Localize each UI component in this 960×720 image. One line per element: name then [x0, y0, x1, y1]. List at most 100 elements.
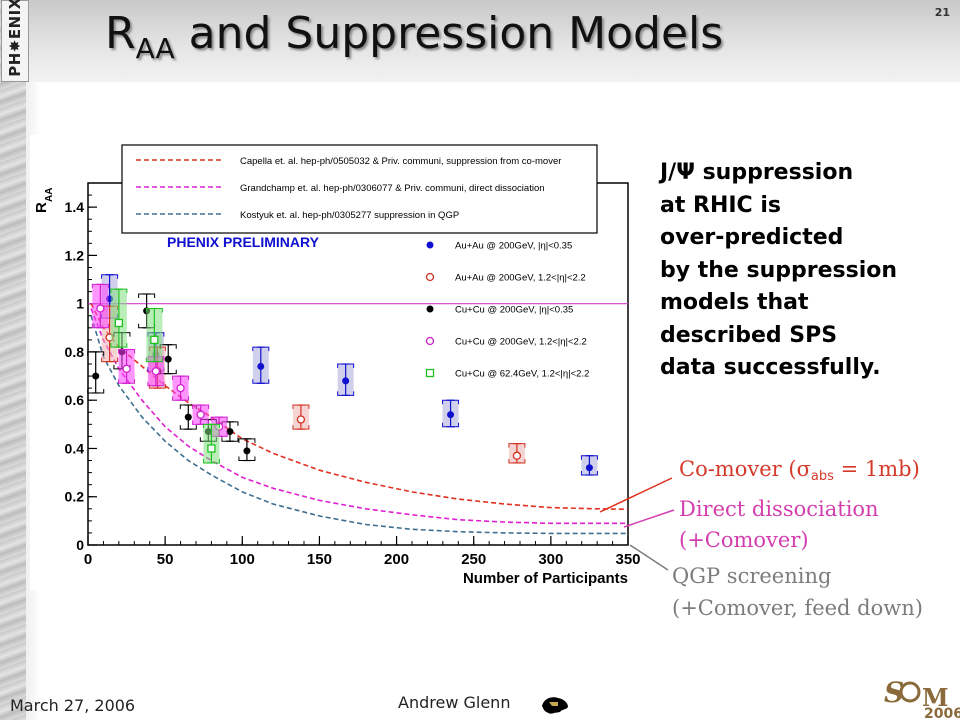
y-axis-label: R	[33, 202, 50, 213]
y-tick-label: 1	[76, 296, 84, 312]
x-tick-label: 250	[461, 551, 486, 568]
systematic-bracket	[87, 351, 105, 394]
conclusion-line: over-predicted	[660, 225, 844, 250]
left-decorative-stripe	[0, 0, 26, 720]
x-tick-label: 0	[84, 551, 92, 568]
conclusion-line: described SPS	[660, 322, 838, 348]
data-legend-marker	[425, 368, 435, 378]
data-point-cucu_fwd	[151, 367, 161, 376]
comover-prefix: Co-mover (	[679, 457, 797, 481]
systematic-bracket	[337, 363, 355, 396]
footer-author: Andrew Glenn	[398, 693, 511, 712]
x-tick-label: 100	[230, 551, 255, 568]
data-legend-marker	[425, 336, 435, 346]
y-tick-label: 1.2	[65, 247, 85, 263]
footer-date: March 27, 2006	[10, 696, 136, 715]
systematic-bracket	[292, 404, 310, 430]
svg-text:S: S	[884, 676, 904, 709]
data-point-cucu_mid	[243, 447, 251, 455]
chart-title: PHENIX PRELIMINARY	[167, 234, 320, 250]
data-point-auau_mid	[585, 464, 593, 472]
model-curve-grandchamp	[90, 308, 628, 525]
slide-header-bar	[0, 0, 960, 82]
data-legend-marker	[426, 241, 434, 249]
data-point-cucu_mid	[92, 372, 100, 380]
data-legend-text: Au+Au @ 200GeV, |η|<0.35	[455, 241, 572, 252]
data-point-auau_mid	[447, 411, 455, 419]
title-subscript: AA	[135, 32, 175, 65]
data-point-auau_mid	[257, 362, 265, 370]
comover-sigma-subscript: abs	[810, 469, 834, 484]
y-axis-label-subscript: AA	[44, 188, 55, 202]
data-point-auau_fwd	[296, 415, 306, 424]
systematic-bracket	[580, 455, 598, 476]
y-tick-label: 0.2	[65, 489, 85, 505]
data-legend-text: Cu+Cu @ 62.4GeV, 1.2<|η|<2.2	[455, 369, 589, 380]
data-point-cucu_fwd	[122, 364, 131, 373]
sqm-conference-logo-icon: S M 2006	[884, 676, 960, 720]
comover-suffix: = 1mb)	[833, 457, 920, 481]
systematic-bracket	[91, 283, 109, 329]
systematic-bracket	[238, 438, 256, 462]
data-point-cucu_fwd	[196, 410, 205, 419]
data-point-cucu62	[114, 318, 124, 328]
data-point-cucu_mid	[184, 413, 192, 421]
conclusion-line: models that	[660, 290, 809, 315]
conference-year: 2006	[924, 706, 960, 720]
systematic-bracket	[202, 423, 220, 464]
direct-label-line2: (+Comover)	[679, 528, 809, 552]
systematic-bracket	[442, 399, 460, 428]
systematic-bracket	[145, 307, 163, 363]
data-point-cucu_fwd	[176, 383, 185, 393]
model-curve-kostyuk	[90, 315, 628, 535]
comover-label: Co-mover (σabs = 1mb)	[679, 457, 920, 484]
y-tick-label: 0.6	[65, 392, 85, 408]
qgp-label-line2: (+Comover, feed down)	[672, 596, 923, 620]
data-legend-text: Cu+Cu @ 200GeV, 1.2<|η|<2.2	[455, 337, 587, 348]
conclusion-text: J/Ψ suppression at RHIC is over-predicte…	[660, 157, 955, 385]
direct-label-line1: Direct dissociation	[679, 497, 879, 521]
systematic-bracket	[172, 375, 190, 401]
systematic-bracket	[118, 349, 136, 384]
model-legend-text: Kostyuk et. al. hep-ph/0305277 suppressi…	[240, 210, 459, 221]
direct-dissociation-label: Direct dissociation (+Comover)	[679, 494, 879, 556]
data-point-cucu_mid	[164, 355, 172, 363]
phenix-logo-text: PH✸ENIX	[6, 0, 24, 77]
slide-title: RAA and Suppression Models	[105, 8, 723, 65]
data-point-cucu_mid	[226, 428, 234, 436]
qgp-label-line1: QGP screening	[672, 564, 832, 588]
data-legend-text: Au+Au @ 200GeV, 1.2<|η|<2.2	[455, 273, 586, 284]
title-r: R	[105, 8, 136, 59]
plot-frame: 0 50 100 150 200 250 300 350 0 0.2 0.4 0.6 0.8 1 1.2 1.…	[30, 135, 645, 590]
plot-area	[87, 182, 629, 546]
qgp-screening-label: QGP screening (+Comover, feed down)	[672, 560, 923, 624]
x-tick-label: 300	[538, 551, 563, 568]
raa-chart: 0 50 100 150 200 250 300 350 0 0.2 0.4 0.6 0.8 1 1.2 1.…	[33, 144, 641, 587]
title-rest: and Suppression Models	[174, 8, 724, 59]
data-legend-marker	[425, 272, 435, 282]
data-point-cucu_fwd	[96, 304, 105, 313]
model-legend-text: Capella et. al. hep-ph/0505032 & Priv. c…	[240, 156, 561, 167]
conclusion-line: by the suppression	[660, 257, 898, 283]
x-axis-label: Number of Participants	[463, 570, 628, 587]
conclusion-line: data successfully.	[660, 355, 881, 380]
data-point-auau_fwd	[512, 451, 522, 460]
systematic-bracket	[110, 288, 128, 348]
x-tick-label: 50	[157, 551, 174, 568]
x-tick-label: 150	[307, 551, 332, 568]
y-tick-label: 0.8	[65, 344, 85, 360]
y-tick-label: 0	[76, 537, 84, 553]
phenix-logo: PH✸ENIX	[1, 0, 29, 82]
x-tick-label: 350	[615, 551, 640, 568]
data-legend-marker	[426, 305, 434, 313]
data-point-auau_mid	[342, 377, 350, 385]
svg-text:M: M	[922, 683, 949, 712]
buffalo-logo-icon	[542, 697, 568, 714]
systematic-bracket	[508, 443, 526, 464]
systematic-bracket	[192, 404, 210, 425]
comover-sigma: σ	[796, 457, 811, 481]
y-tick-label: 0.4	[65, 440, 85, 456]
conclusion-line: J/Ψ suppression	[660, 160, 854, 185]
model-legend-text: Grandchamp et. al. hep-ph/0306077 & Priv…	[240, 183, 545, 194]
x-tick-label: 200	[384, 551, 409, 568]
